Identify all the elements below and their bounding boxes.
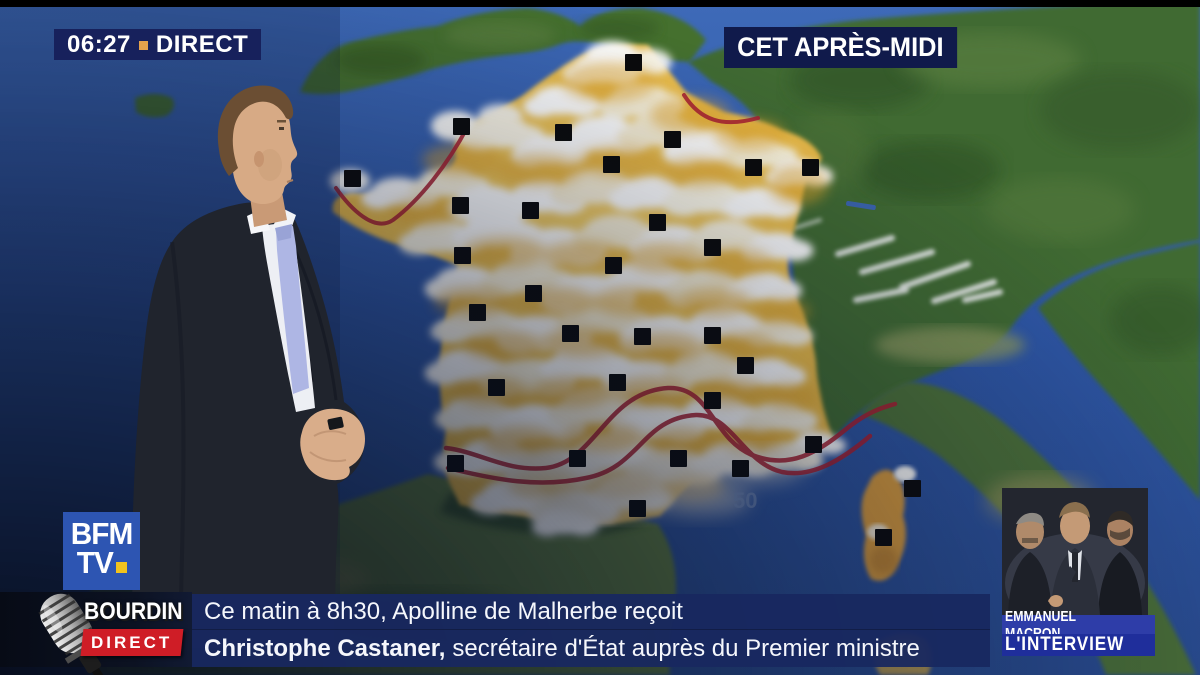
news-ticker: Ce matin à 8h30, Apolline de Malherbe re… [192, 594, 990, 667]
live-dot-icon [138, 41, 148, 50]
hands [300, 408, 365, 481]
ticker-line-1: Ce matin à 8h30, Apolline de Malherbe re… [192, 594, 990, 630]
remote-clicker [327, 416, 344, 430]
interview-promo-subtitle: L'INTERVIEW [1002, 634, 1155, 656]
forecast-period-banner: CET APRÈS-MIDI [724, 27, 957, 68]
bfmtv-logo: BFM TV [63, 512, 140, 590]
tv-text: TV [76, 544, 114, 580]
interview-promo-photo [1002, 488, 1148, 615]
tie [276, 226, 309, 394]
bourdin-direct-label: DIRECT [91, 632, 173, 652]
suit [132, 202, 365, 648]
ticker-guest-name: Christophe Castaner, [204, 634, 446, 662]
letterbox-bar [0, 0, 1200, 7]
interview-promo-title: EMMANUEL MACRON [1002, 608, 1155, 642]
bourdin-show-name: BOURDIN [84, 598, 183, 625]
clock-time: 06:27 [67, 30, 131, 58]
forecast-period-label: CET APRÈS-MIDI [737, 32, 944, 62]
live-label: DIRECT [155, 30, 249, 58]
ticker-line-2: Christophe Castaner, secrétaire d'État a… [192, 630, 990, 667]
ticker-guest-title: secrétaire d'État auprès du Premier mini… [452, 634, 920, 662]
bfm-yellow-square-icon [115, 561, 127, 573]
bfm-text: BFM [70, 516, 134, 551]
hair [217, 85, 294, 176]
bourdin-direct-badge: DIRECT [80, 629, 184, 656]
time-live-badge: 06:27 DIRECT [54, 29, 262, 60]
